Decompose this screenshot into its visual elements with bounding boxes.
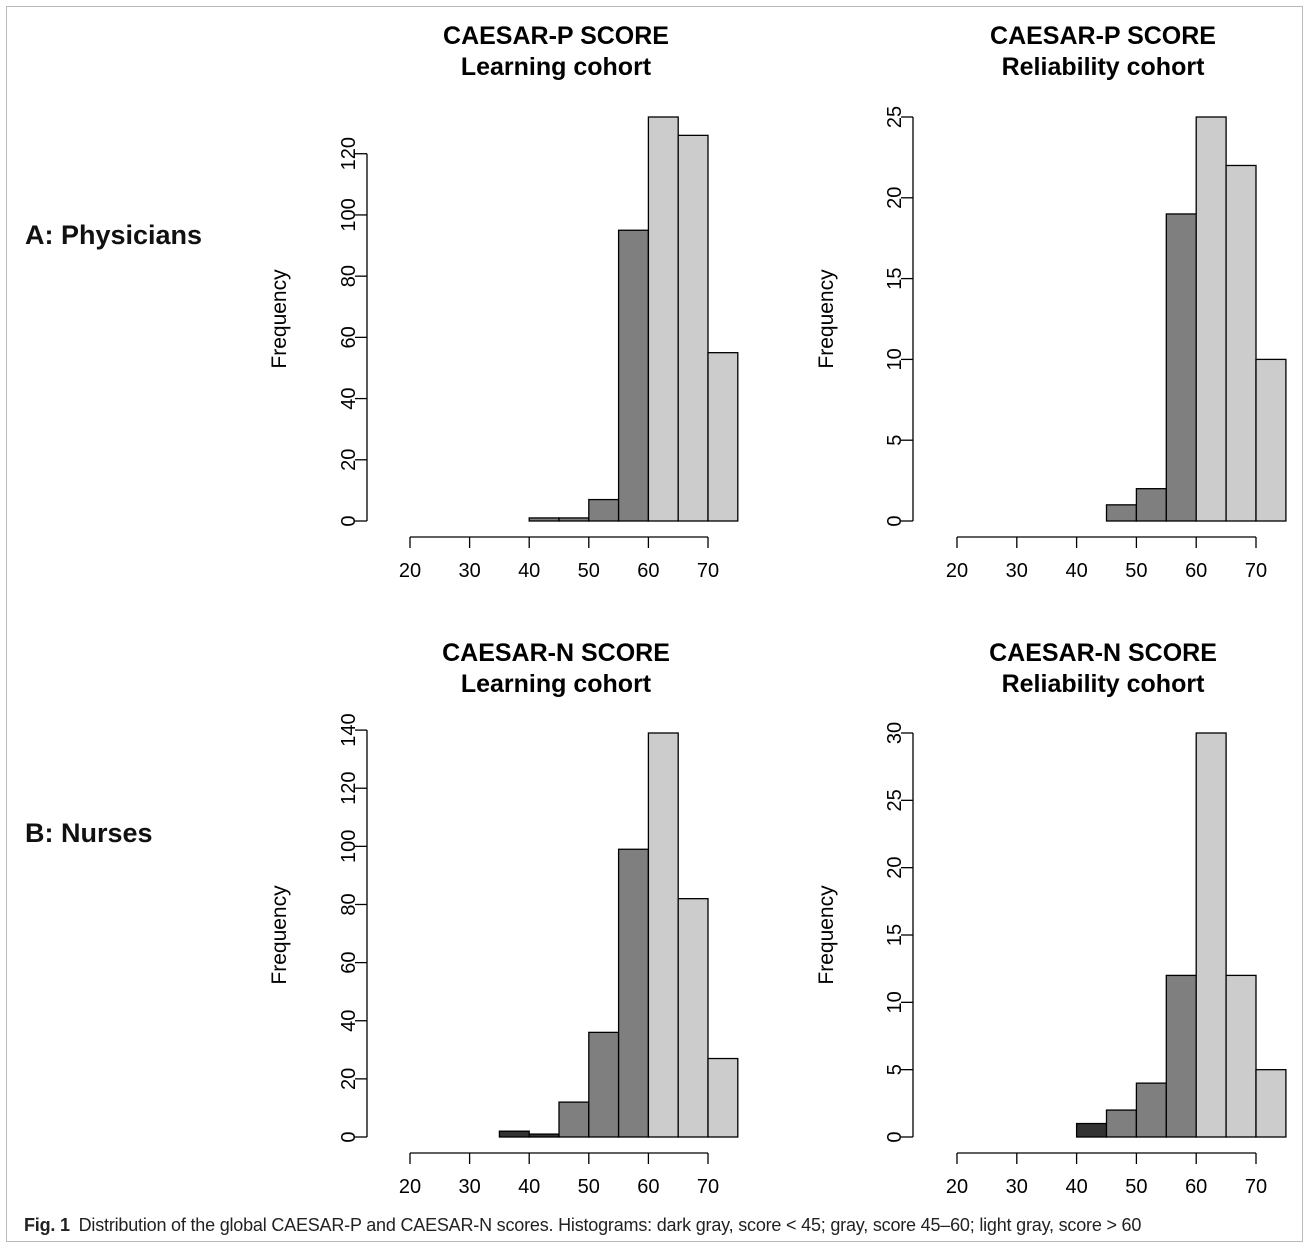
histogram-bar	[1165, 974, 1197, 1138]
x-tick-label: 20	[399, 560, 421, 582]
histogram-bar	[588, 1031, 620, 1138]
histogram-bar	[1225, 164, 1257, 522]
x-tick-label: 20	[399, 1176, 421, 1198]
x-tick-label: 30	[458, 1176, 480, 1198]
y-axis-label: Frequency	[815, 885, 838, 985]
y-tick-label: 40	[338, 1010, 360, 1032]
y-tick-label: 5	[884, 435, 906, 446]
y-tick-label: 20	[884, 857, 906, 879]
row-label-physicians: A: Physicians	[25, 220, 203, 250]
figure-frame	[6, 6, 1303, 1242]
chart-title: CAESAR-P SCORE	[990, 22, 1216, 50]
x-tick-label: 60	[1185, 1176, 1207, 1198]
y-tick-label: 25	[884, 106, 906, 128]
x-tick-label: 40	[1065, 1176, 1087, 1198]
histogram-bar	[528, 1133, 560, 1138]
histogram-bar	[677, 134, 709, 522]
x-tick-label: 30	[1006, 1176, 1028, 1198]
x-tick-label: 40	[518, 560, 540, 582]
y-tick-label: 10	[884, 348, 906, 370]
chart-subtitle: Reliability cohort	[1002, 53, 1205, 81]
caption-fig-label: Fig. 1	[24, 1215, 70, 1235]
histogram-bar	[1135, 1082, 1167, 1138]
y-axis-label: Frequency	[815, 269, 838, 369]
x-tick-label: 50	[578, 1176, 600, 1198]
y-axis-label: Frequency	[268, 269, 291, 369]
y-tick-label: 20	[338, 1068, 360, 1090]
y-tick-label: 80	[338, 893, 360, 915]
chart-title: CAESAR-N SCORE	[442, 639, 670, 667]
figure-caption: Fig. 1 Distribution of the global CAESAR…	[24, 1215, 1141, 1236]
histogram-bar	[707, 352, 739, 522]
y-tick-label: 0	[884, 515, 906, 526]
y-tick-label: 0	[338, 1131, 360, 1142]
x-tick-label: 60	[1185, 560, 1207, 582]
y-tick-label: 40	[338, 387, 360, 409]
y-tick-label: 80	[338, 265, 360, 287]
histogram-bar	[1195, 116, 1227, 522]
histogram-bar	[588, 498, 620, 522]
y-tick-label: 140	[338, 713, 360, 746]
histogram-bar	[1105, 1109, 1138, 1138]
y-tick-label: 25	[884, 789, 906, 811]
chart-subtitle: Learning cohort	[461, 53, 652, 81]
histogram-bar	[498, 1130, 530, 1138]
chart-title: CAESAR-P SCORE	[443, 22, 669, 50]
histogram-bar	[528, 517, 560, 522]
y-tick-label: 5	[884, 1064, 906, 1075]
chart-title: CAESAR-N SCORE	[989, 639, 1217, 667]
y-tick-label: 100	[338, 830, 360, 863]
y-tick-label: 120	[338, 137, 360, 170]
histogram-bar	[1165, 213, 1197, 522]
x-tick-label: 20	[946, 1176, 968, 1198]
y-tick-label: 100	[338, 198, 360, 231]
histogram-bar	[677, 898, 709, 1138]
histogram-bar	[1195, 732, 1227, 1138]
histogram-bar	[1075, 1122, 1108, 1138]
histogram-bar	[1105, 504, 1138, 522]
x-tick-label: 60	[637, 560, 659, 582]
histogram-bar	[558, 517, 590, 522]
y-tick-label: 15	[884, 267, 906, 289]
x-tick-label: 70	[697, 1176, 719, 1198]
histogram-bar	[647, 732, 679, 1138]
histogram-bar	[617, 848, 650, 1138]
y-axis-label: Frequency	[268, 885, 291, 985]
x-tick-label: 60	[637, 1176, 659, 1198]
y-tick-label: 120	[338, 772, 360, 805]
histogram-bar	[1225, 974, 1257, 1138]
row-label-nurses: B: Nurses	[25, 818, 153, 848]
y-tick-label: 0	[884, 1131, 906, 1142]
histogram-bar	[1255, 1069, 1287, 1138]
x-tick-label: 50	[578, 560, 600, 582]
x-tick-label: 50	[1125, 1176, 1147, 1198]
histogram-bar	[1135, 488, 1167, 522]
caption-text: Distribution of the global CAESAR-P and …	[78, 1215, 1142, 1235]
x-tick-label: 20	[946, 560, 968, 582]
x-tick-label: 50	[1125, 560, 1147, 582]
x-tick-label: 30	[458, 560, 480, 582]
y-tick-label: 30	[884, 722, 906, 744]
x-tick-label: 30	[1006, 560, 1028, 582]
y-tick-label: 60	[338, 326, 360, 348]
x-tick-label: 70	[697, 560, 719, 582]
chart-subtitle: Learning cohort	[461, 670, 652, 698]
x-tick-label: 70	[1245, 560, 1267, 582]
histogram-bar	[617, 229, 650, 522]
y-tick-label: 15	[884, 924, 906, 946]
histogram-panels: CAESAR-P SCORE Learning cohort Frequency 0 2…	[268, 22, 1287, 1198]
histogram-bar	[647, 116, 679, 522]
y-tick-label: 60	[338, 951, 360, 973]
histogram-bar	[1255, 358, 1287, 522]
histogram-bar	[707, 1057, 739, 1138]
x-tick-label: 40	[1065, 560, 1087, 582]
y-tick-label: 0	[338, 515, 360, 526]
y-tick-label: 10	[884, 991, 906, 1013]
chart-subtitle: Reliability cohort	[1002, 670, 1205, 698]
y-tick-label: 20	[338, 449, 360, 471]
histogram-bar	[558, 1101, 590, 1138]
y-tick-label: 20	[884, 187, 906, 209]
x-tick-label: 40	[518, 1176, 540, 1198]
x-tick-label: 70	[1245, 1176, 1267, 1198]
